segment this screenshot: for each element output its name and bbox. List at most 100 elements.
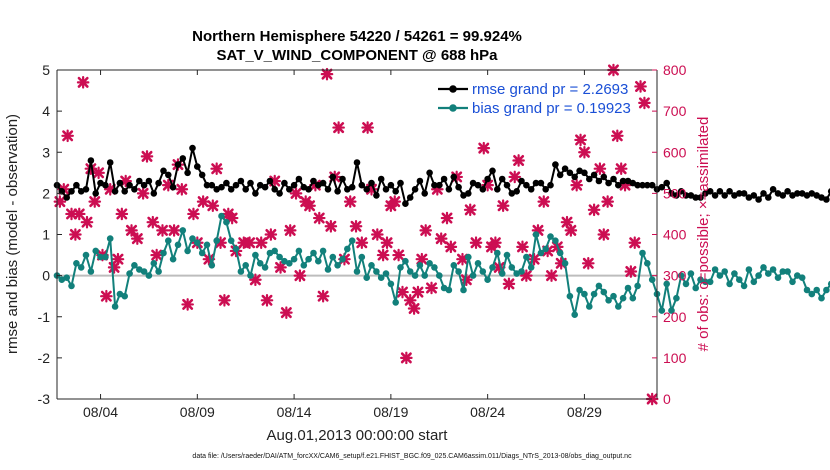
bias-point: [750, 278, 758, 286]
bias-point: [755, 272, 762, 279]
bias-point: [203, 241, 211, 249]
rmse-point: [450, 173, 458, 181]
bias-point: [358, 253, 366, 261]
rmse-point: [194, 163, 201, 170]
obs-count-marker: [477, 141, 491, 155]
bias-point: [411, 272, 419, 279]
bias-point: [406, 268, 414, 275]
y2-tick-label: 400: [663, 227, 687, 243]
y-tick-label: -2: [38, 350, 51, 366]
bias-point: [740, 282, 748, 290]
obs-count-marker: [187, 207, 200, 221]
y-tick-label: 5: [42, 62, 50, 78]
bias-point: [295, 247, 303, 255]
bias-point: [711, 266, 719, 273]
rmse-point: [827, 188, 830, 195]
bias-point: [377, 274, 385, 282]
bias-point: [760, 264, 767, 271]
rmse-point: [411, 186, 419, 193]
obs-count-marker: [411, 285, 425, 299]
rmse-point: [426, 169, 433, 177]
rmse-point: [324, 186, 332, 193]
bias-point: [518, 268, 525, 275]
rmse-point: [290, 181, 298, 189]
bias-point: [673, 294, 680, 302]
obs-count-marker: [527, 252, 541, 266]
rmse-point: [87, 157, 95, 164]
rmse-point: [755, 196, 762, 203]
bias-point: [600, 288, 608, 296]
x-tick-label: 08/14: [277, 404, 312, 420]
bias-point: [373, 268, 380, 275]
obs-count-marker: [218, 294, 231, 307]
obs-count-marker: [100, 289, 113, 303]
y2-tick-label: 700: [663, 103, 687, 119]
bias-point: [808, 290, 816, 298]
y-tick-label: 2: [42, 185, 50, 201]
bias-point: [363, 274, 371, 282]
obs-count-marker: [324, 219, 338, 233]
bias-point: [503, 251, 511, 259]
obs-count-marker: [343, 195, 357, 208]
bias-point: [721, 268, 728, 275]
obs-count-marker: [332, 121, 345, 134]
obs-count-marker: [508, 170, 522, 184]
rmse-point: [513, 188, 520, 195]
bias-point: [353, 268, 361, 275]
bias-point: [121, 292, 128, 300]
obs-count-marker: [578, 145, 591, 159]
rmse-point: [339, 175, 346, 183]
bias-point: [508, 264, 516, 271]
bias-point: [542, 245, 549, 253]
rmse-point: [406, 194, 414, 201]
obs-count-marker: [349, 219, 363, 233]
obs-count-marker: [72, 207, 86, 221]
bias-point: [489, 264, 496, 271]
bias-point: [465, 253, 472, 261]
bias-point: [498, 270, 506, 277]
rmse-point: [721, 192, 728, 199]
rmse-point: [73, 181, 80, 189]
rmse-point: [503, 181, 511, 189]
bias-point: [68, 282, 75, 290]
bias-point: [213, 237, 220, 244]
bias-point: [232, 245, 240, 253]
obs-count-marker: [624, 265, 638, 278]
bias-point: [706, 278, 714, 286]
rmse-point: [518, 177, 525, 185]
obs-count-marker: [355, 236, 369, 250]
y-tick-label: 4: [42, 103, 50, 119]
bias-point: [150, 260, 158, 267]
obs-count-marker: [434, 232, 448, 245]
bias-point: [189, 235, 196, 242]
obs-count-marker: [140, 150, 154, 163]
bias-point: [237, 268, 245, 275]
obs-count-marker: [380, 236, 394, 250]
obs-count-marker: [469, 236, 483, 250]
bias-point: [300, 262, 308, 269]
y-tick-label: -1: [38, 309, 51, 325]
x-tick-label: 08/29: [567, 404, 602, 420]
bias-point: [421, 272, 429, 279]
y2-axis-label: # of obs: o=possible; ×=assimilated: [695, 117, 712, 352]
rmse-point: [165, 171, 172, 179]
rmse-point: [126, 181, 133, 189]
rmse-point: [286, 186, 293, 193]
bias-point: [208, 262, 216, 269]
obs-count-marker: [628, 236, 642, 250]
rmse-point: [252, 190, 259, 197]
bias-point: [644, 260, 651, 267]
obs-count-marker: [597, 228, 611, 241]
obs-count-marker: [371, 228, 384, 241]
bias-point: [682, 280, 690, 288]
legend-rmse-label: rmse grand pr = 2.2693: [472, 81, 628, 98]
bias-point: [745, 266, 753, 273]
y2-tick-label: 500: [663, 185, 687, 201]
rmse-point: [489, 167, 496, 175]
bias-point: [484, 276, 491, 284]
rmse-point: [402, 200, 409, 207]
rmse-point: [750, 192, 758, 199]
legend: rmse grand pr = 2.2693 bias grand pr = 0…: [438, 81, 631, 117]
rmse-point: [740, 190, 748, 197]
bias-point: [261, 264, 269, 271]
